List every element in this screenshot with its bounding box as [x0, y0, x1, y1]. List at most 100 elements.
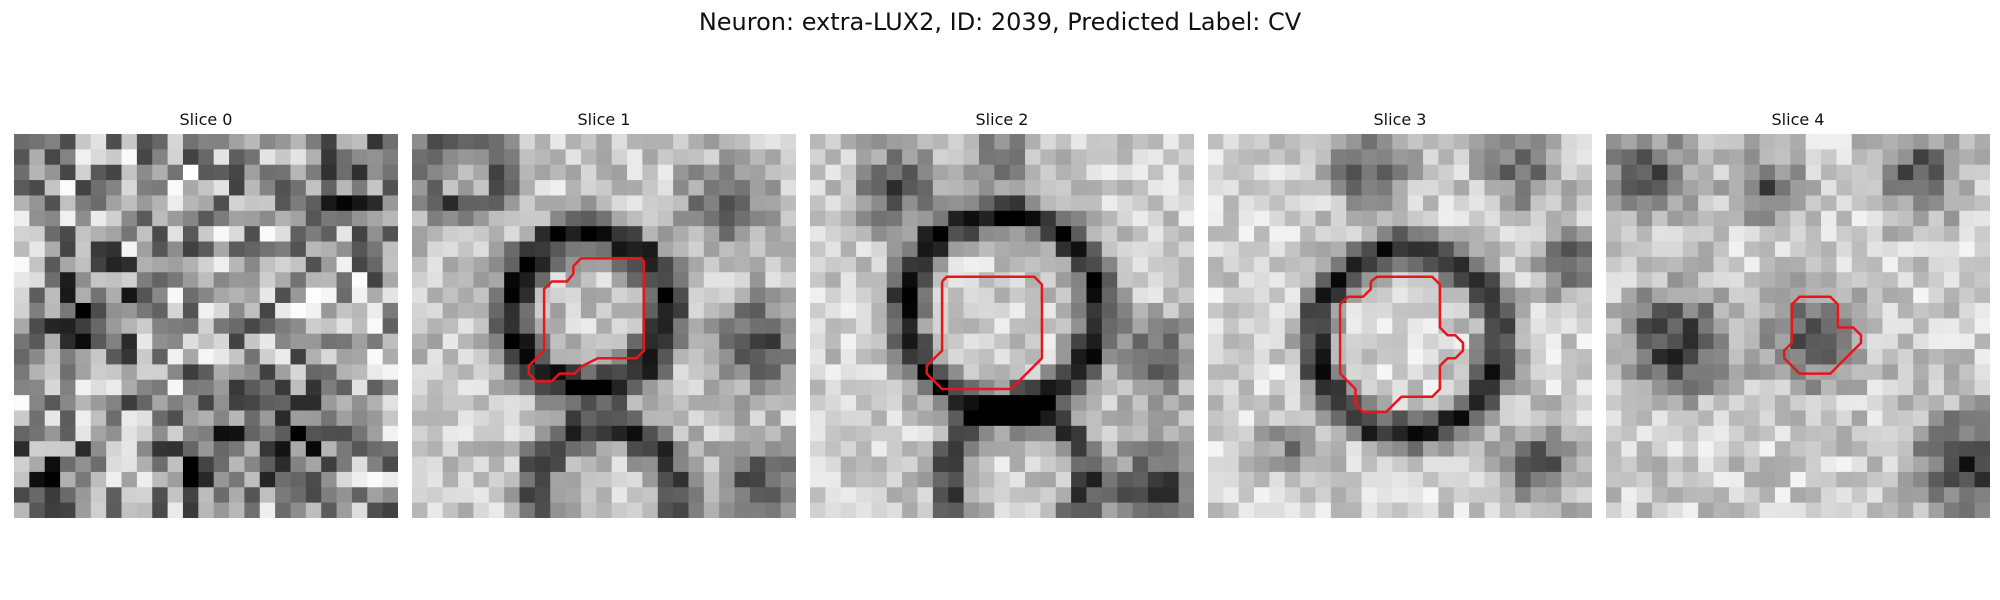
pixel [917, 318, 934, 335]
pixel [948, 318, 965, 335]
pixel [825, 180, 842, 197]
pixel [1071, 471, 1088, 488]
pixel [1025, 241, 1041, 258]
pixel [1284, 456, 1301, 473]
pixel [1208, 226, 1224, 243]
pixel [1943, 210, 1960, 227]
pixel [1698, 272, 1715, 289]
pixel [198, 333, 215, 350]
pixel [1147, 287, 1164, 304]
pixel [136, 349, 153, 365]
pixel [198, 180, 215, 197]
pixel [580, 210, 597, 227]
pixel [1055, 149, 1072, 166]
pixel [963, 441, 980, 458]
pixel [1515, 487, 1532, 504]
pixel [1086, 395, 1103, 412]
pixel [1667, 195, 1684, 212]
pixel [382, 487, 398, 504]
pixel [1132, 395, 1149, 412]
pixel [657, 456, 674, 473]
pixel [902, 195, 919, 212]
pixel [1117, 180, 1134, 197]
pixel [673, 226, 690, 243]
pixel [688, 364, 705, 381]
pixel [367, 226, 384, 243]
pixel [504, 210, 521, 227]
pixel [229, 502, 245, 518]
pixel [14, 318, 30, 335]
pixel [1621, 302, 1638, 319]
pixel [978, 149, 995, 166]
pixel [1071, 226, 1088, 243]
pixel [1576, 471, 1592, 488]
pixel [1759, 226, 1776, 243]
pixel [504, 425, 521, 442]
pixel [213, 395, 230, 412]
pixel [367, 364, 384, 381]
pixel [688, 395, 705, 412]
pixel [244, 379, 261, 396]
pixel [1132, 487, 1149, 504]
pixel [519, 471, 536, 488]
pixel [596, 256, 613, 273]
pixel [994, 180, 1011, 197]
pixel [290, 441, 307, 458]
pixel [1759, 256, 1776, 273]
pixel [780, 364, 796, 381]
pixel [1315, 180, 1332, 197]
pixel [1636, 410, 1653, 427]
pixel [152, 502, 169, 518]
pixel [1790, 425, 1807, 442]
pixel [1284, 287, 1301, 304]
pixel [458, 287, 475, 304]
pixel [336, 456, 353, 473]
pixel [1101, 349, 1118, 365]
pixel [1254, 349, 1271, 365]
pixel [1392, 272, 1409, 289]
pixel [1928, 502, 1945, 518]
pixel [994, 410, 1011, 427]
pixel [1790, 149, 1807, 166]
pixel [1913, 502, 1930, 518]
pixel [1682, 149, 1699, 166]
pixel [1453, 226, 1470, 243]
pixel [688, 318, 705, 335]
pixel [749, 256, 766, 273]
pixel [611, 195, 628, 212]
pixel [136, 195, 153, 212]
pixel [1882, 456, 1899, 473]
pixel [14, 379, 30, 396]
pixel [1453, 287, 1470, 304]
pixel [473, 149, 490, 166]
pixel [106, 318, 123, 335]
pixel [290, 410, 307, 427]
pixel [1713, 349, 1730, 365]
pixel [1530, 349, 1547, 365]
pixel [703, 195, 720, 212]
pixel [688, 333, 705, 350]
pixel [902, 210, 919, 227]
pixel [596, 410, 613, 427]
pixel [1561, 180, 1578, 197]
pixel [182, 272, 199, 289]
pixel [1423, 441, 1439, 458]
pixel [1163, 410, 1180, 427]
pixel [367, 302, 384, 319]
pixel [1117, 210, 1134, 227]
pixel [596, 487, 613, 504]
segmentation-contour [1338, 275, 1465, 414]
pixel [1959, 180, 1976, 197]
pixel [229, 318, 245, 335]
pixel [1025, 318, 1041, 335]
pixel [75, 134, 92, 150]
pixel [1728, 318, 1745, 335]
pixel [856, 180, 873, 197]
pixel [1223, 425, 1240, 442]
pixel [14, 226, 30, 243]
pixel [1163, 471, 1180, 488]
pixel [1652, 410, 1669, 427]
pixel [473, 318, 490, 335]
pixel [688, 287, 705, 304]
pixel [1469, 487, 1486, 504]
